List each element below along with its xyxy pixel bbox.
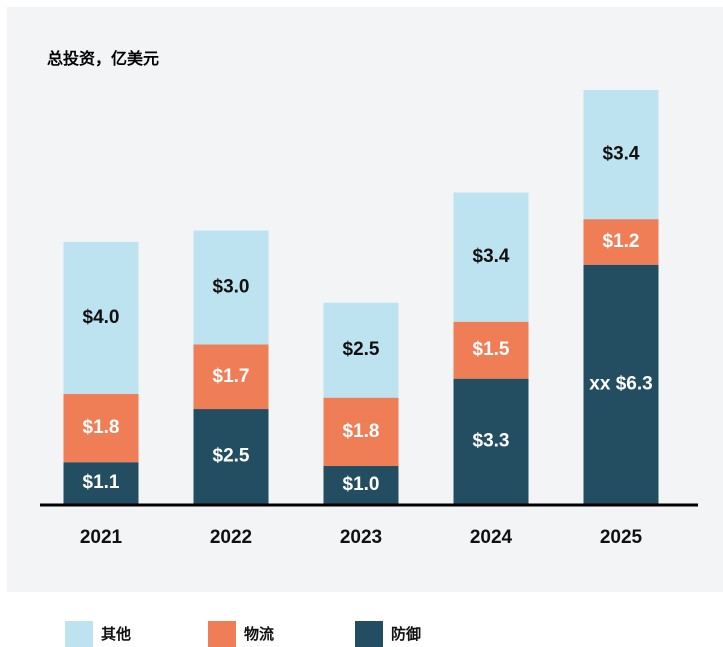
x-tick-label: 2022 <box>210 527 252 548</box>
chart-title: 总投资，亿美元 <box>47 49 159 68</box>
bar-segment <box>193 409 269 504</box>
value-label: $4.0 <box>83 307 120 328</box>
legend-label: 其他 <box>101 625 131 643</box>
bar-segment <box>323 397 399 467</box>
x-tick-label: 2021 <box>80 527 123 548</box>
value-label: $3.4 <box>603 144 640 165</box>
value-label: $1.0 <box>343 474 380 495</box>
value-label: $1.8 <box>83 417 120 438</box>
bar-segment <box>323 302 399 398</box>
bar-segment <box>63 393 139 463</box>
value-label: xx $6.3 <box>589 373 652 394</box>
bar-segment <box>583 264 659 504</box>
value-label: $1.5 <box>473 339 510 360</box>
bar-segment <box>583 219 659 265</box>
legend-label: 物流 <box>244 625 274 643</box>
bar-segment <box>583 90 659 220</box>
bar-segment <box>453 378 529 504</box>
value-label: $3.4 <box>473 246 510 267</box>
bar-segment <box>453 192 529 322</box>
legend-label: 防御 <box>391 625 421 643</box>
x-tick-label: 2023 <box>340 527 382 548</box>
bar-segment <box>63 241 139 394</box>
bar-segment <box>193 230 269 345</box>
value-label: $1.2 <box>603 231 640 252</box>
value-label: $2.5 <box>213 446 250 467</box>
bar-segment <box>323 466 399 504</box>
x-tick-label: 2025 <box>600 527 643 548</box>
x-tick-label: 2024 <box>470 527 513 548</box>
bar-segment <box>63 462 139 504</box>
value-label: $2.5 <box>343 339 380 360</box>
value-label: $3.3 <box>473 430 510 451</box>
value-label: $1.8 <box>343 421 380 442</box>
value-label: $1.7 <box>213 366 250 387</box>
legend-swatch <box>208 621 236 647</box>
value-label: $1.1 <box>83 472 120 493</box>
value-label: $3.0 <box>213 277 250 298</box>
legend-swatch <box>355 621 383 647</box>
legend-swatch <box>65 621 93 647</box>
bar-segment <box>453 321 529 379</box>
bar-segment <box>193 344 269 410</box>
